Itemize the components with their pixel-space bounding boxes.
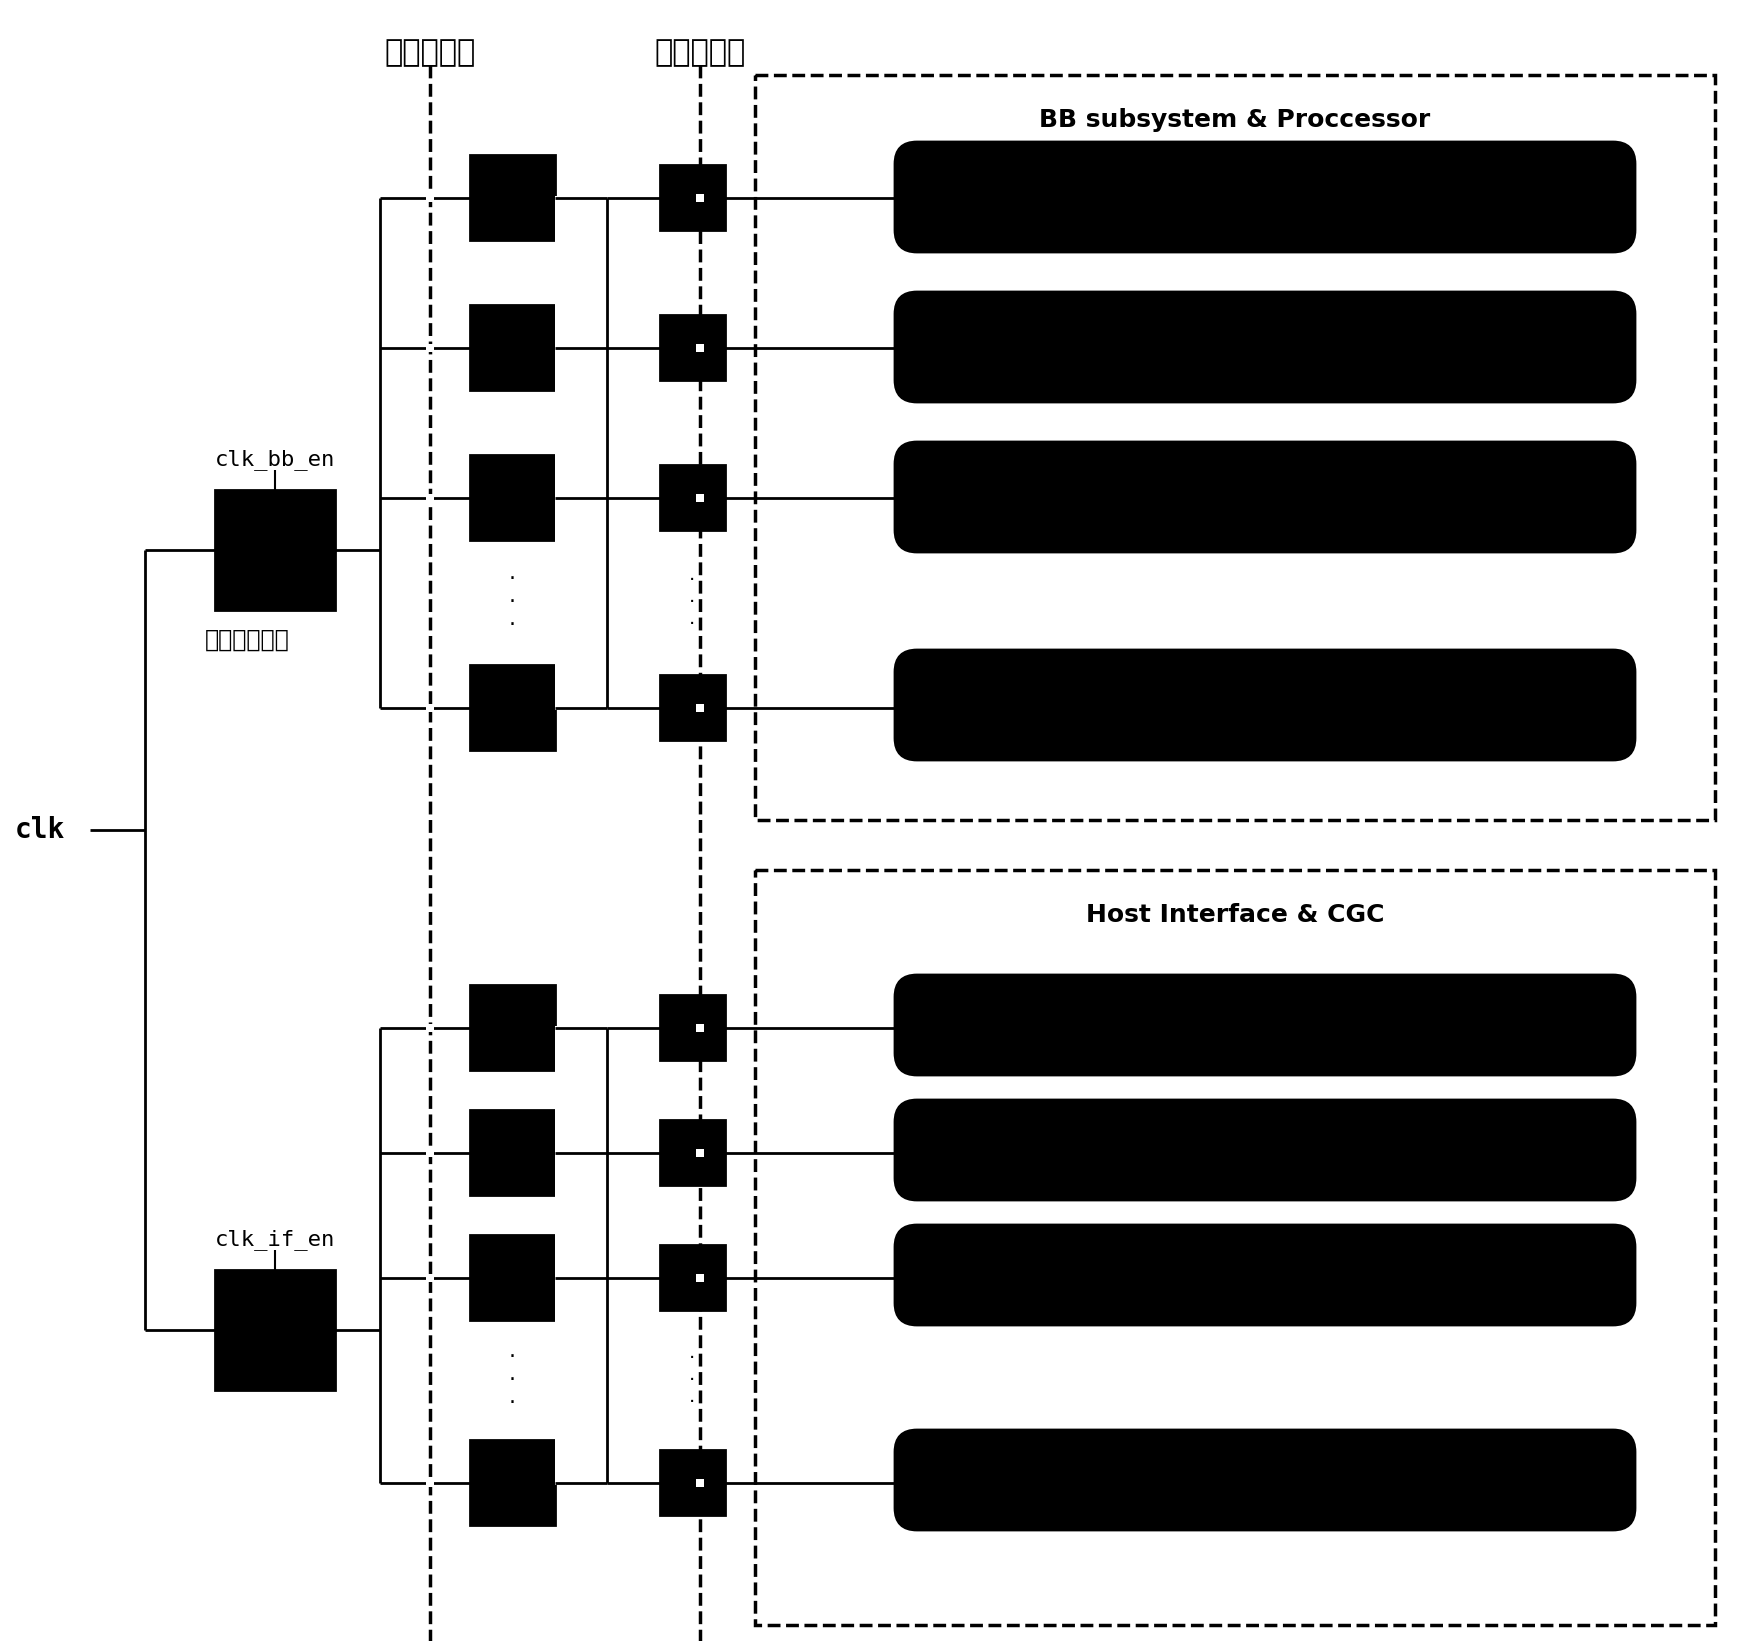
Bar: [469, 1236, 555, 1319]
Bar: [660, 166, 724, 230]
FancyBboxPatch shape: [895, 1429, 1635, 1529]
Bar: [469, 154, 555, 240]
FancyBboxPatch shape: [895, 650, 1635, 760]
FancyBboxPatch shape: [895, 441, 1635, 551]
Bar: [696, 194, 703, 202]
Bar: [660, 1246, 724, 1310]
Bar: [696, 1479, 703, 1487]
Bar: [660, 1451, 724, 1515]
Bar: [469, 1109, 555, 1195]
FancyBboxPatch shape: [895, 143, 1635, 253]
Bar: [660, 315, 724, 381]
Bar: [215, 491, 335, 610]
Bar: [756, 75, 1715, 820]
Bar: [660, 674, 724, 740]
Bar: [696, 1149, 703, 1157]
FancyBboxPatch shape: [895, 975, 1635, 1075]
Text: Host Interface & CGC: Host Interface & CGC: [1085, 903, 1384, 927]
Text: 系统级门控: 系统级门控: [384, 38, 476, 67]
Bar: [696, 1024, 703, 1032]
Text: clk_bb_en: clk_bb_en: [215, 450, 335, 469]
Bar: [426, 1149, 435, 1157]
FancyBboxPatch shape: [895, 1224, 1635, 1324]
Bar: [696, 343, 703, 351]
Bar: [555, 195, 660, 709]
Bar: [469, 305, 555, 391]
FancyBboxPatch shape: [895, 292, 1635, 402]
Bar: [426, 1024, 435, 1032]
Bar: [469, 1441, 555, 1524]
Bar: [426, 194, 435, 202]
Text: 自适应门控: 自适应门控: [654, 38, 745, 67]
Text: ·
·
·: · · ·: [689, 571, 696, 633]
Text: ·
·
·: · · ·: [510, 1347, 517, 1413]
FancyBboxPatch shape: [895, 1099, 1635, 1200]
Bar: [426, 704, 435, 712]
Bar: [426, 343, 435, 351]
Bar: [696, 704, 703, 712]
Bar: [469, 985, 555, 1070]
Bar: [215, 1270, 335, 1390]
Text: clk_if_en: clk_if_en: [215, 1229, 335, 1250]
Text: ·
·
·: · · ·: [689, 1349, 696, 1411]
Bar: [426, 1479, 435, 1487]
Bar: [469, 665, 555, 750]
Bar: [660, 464, 724, 530]
Bar: [660, 994, 724, 1060]
Bar: [696, 1273, 703, 1282]
Text: BB subsystem & Proccessor: BB subsystem & Proccessor: [1040, 108, 1431, 131]
Text: ·
·
·: · · ·: [510, 569, 517, 635]
Bar: [555, 1026, 660, 1485]
Bar: [469, 455, 555, 540]
Bar: [426, 494, 435, 502]
Bar: [696, 494, 703, 502]
Text: clk: clk: [16, 816, 65, 843]
Bar: [660, 1121, 724, 1185]
Text: 时钟门控单元: 时钟门控单元: [204, 629, 290, 651]
Bar: [756, 870, 1715, 1625]
Bar: [426, 1273, 435, 1282]
